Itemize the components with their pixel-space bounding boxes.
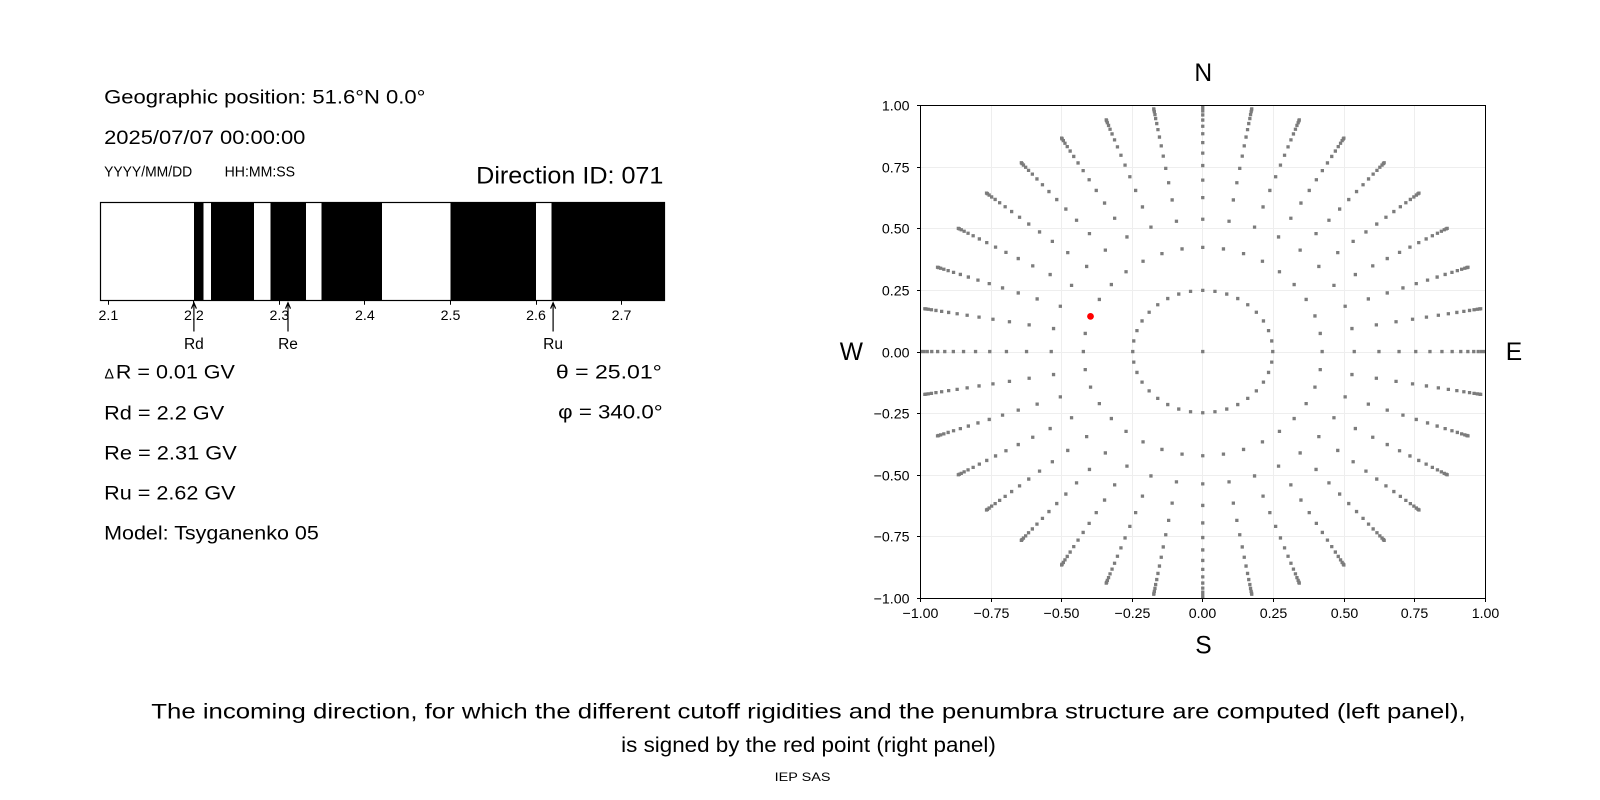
svg-text:−0.25: −0.25 xyxy=(1115,606,1151,622)
svg-text:R = 0.01 GV: R = 0.01 GV xyxy=(116,362,235,384)
svg-text:0.75: 0.75 xyxy=(882,160,910,176)
svg-text:−0.50: −0.50 xyxy=(1044,606,1080,622)
svg-text:−0.75: −0.75 xyxy=(974,606,1010,622)
svg-text:Rd = 2.2 GV: Rd = 2.2 GV xyxy=(104,402,224,424)
svg-text:The incoming direction, for wh: The incoming direction, for which the di… xyxy=(151,699,1465,723)
svg-text:2.1: 2.1 xyxy=(99,308,119,324)
svg-text:Direction ID: 071: Direction ID: 071 xyxy=(476,163,663,190)
svg-text:Model: Tsyganenko 05: Model: Tsyganenko 05 xyxy=(104,523,319,545)
svg-text:N: N xyxy=(1194,60,1212,87)
svg-text:−0.50: −0.50 xyxy=(874,468,910,484)
svg-text:IEP SAS: IEP SAS xyxy=(775,772,831,784)
svg-text:Rd: Rd xyxy=(184,336,204,353)
svg-text:E: E xyxy=(1506,339,1522,366)
svg-text:Ru = 2.62 GV: Ru = 2.62 GV xyxy=(104,483,236,505)
svg-text:−0.25: −0.25 xyxy=(874,406,910,422)
svg-text:is signed by the red point (ri: is signed by the red point (right panel) xyxy=(621,733,996,757)
svg-text:0.25: 0.25 xyxy=(1260,606,1288,622)
svg-text:0.00: 0.00 xyxy=(1189,606,1217,622)
svg-text:1.00: 1.00 xyxy=(882,98,910,114)
svg-text:0.75: 0.75 xyxy=(1401,606,1429,622)
svg-text:2.5: 2.5 xyxy=(441,308,461,324)
svg-text:Re: Re xyxy=(278,336,298,353)
svg-text:2025/07/07 00:00:00: 2025/07/07 00:00:00 xyxy=(104,127,305,149)
svg-text:2.6: 2.6 xyxy=(526,308,546,324)
svg-text:θ = 25.01°: θ = 25.01° xyxy=(556,362,662,384)
svg-text:W: W xyxy=(840,339,864,366)
svg-text:0.00: 0.00 xyxy=(882,345,910,361)
svg-text:HH:MM:SS: HH:MM:SS xyxy=(225,164,296,180)
svg-text:0.25: 0.25 xyxy=(882,283,910,299)
svg-text:0.50: 0.50 xyxy=(882,221,910,237)
svg-text:2.7: 2.7 xyxy=(612,308,632,324)
svg-text:∆: ∆ xyxy=(105,367,114,383)
svg-text:0.50: 0.50 xyxy=(1331,606,1359,622)
svg-text:−1.00: −1.00 xyxy=(903,606,939,622)
svg-text:2.3: 2.3 xyxy=(270,308,290,324)
svg-text:φ = 340.0°: φ = 340.0° xyxy=(558,402,663,424)
svg-text:−1.00: −1.00 xyxy=(874,591,910,607)
svg-text:Ru: Ru xyxy=(543,336,563,353)
svg-text:1.00: 1.00 xyxy=(1472,606,1500,622)
svg-text:YYYY/MM/DD: YYYY/MM/DD xyxy=(104,164,192,180)
svg-text:−0.75: −0.75 xyxy=(874,529,910,545)
svg-text:Re = 2.31 GV: Re = 2.31 GV xyxy=(104,442,237,464)
svg-text:Geographic position: 51.6°N 0.: Geographic position: 51.6°N 0.0° xyxy=(104,87,425,109)
svg-text:2.4: 2.4 xyxy=(355,308,375,324)
svg-text:S: S xyxy=(1195,633,1211,660)
